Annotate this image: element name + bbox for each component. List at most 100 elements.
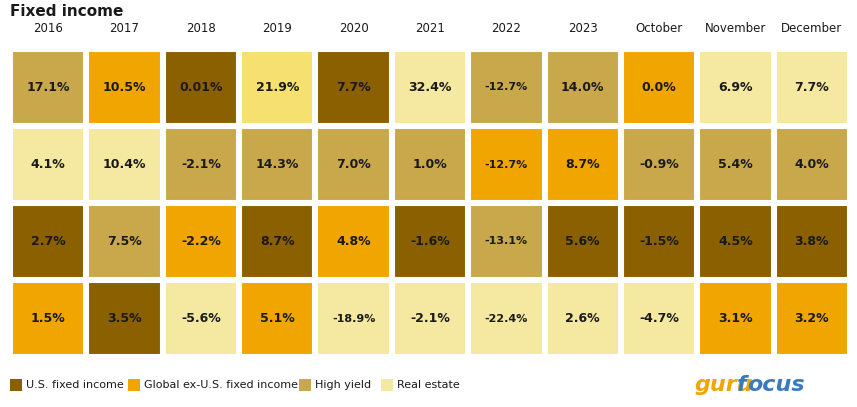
Bar — [776, 128, 848, 201]
Text: 32.4%: 32.4% — [408, 81, 452, 94]
Bar — [241, 51, 314, 124]
Bar — [12, 282, 84, 355]
Bar — [12, 128, 84, 201]
Bar — [470, 128, 542, 201]
Bar — [623, 282, 695, 355]
Text: Real estate: Real estate — [397, 380, 459, 390]
Bar — [776, 128, 848, 201]
Text: 1.5%: 1.5% — [31, 312, 65, 325]
Text: December: December — [782, 22, 842, 35]
Text: Global ex-U.S. fixed income: Global ex-U.S. fixed income — [144, 380, 298, 390]
Text: 4.0%: 4.0% — [794, 158, 830, 171]
Text: -18.9%: -18.9% — [332, 313, 375, 324]
Text: November: November — [704, 22, 766, 35]
Text: 0.0%: 0.0% — [642, 81, 676, 94]
Bar — [470, 205, 542, 278]
Bar — [394, 205, 466, 278]
Bar — [241, 51, 314, 124]
Bar — [12, 51, 84, 124]
Text: 5.6%: 5.6% — [566, 235, 600, 248]
Text: 4.8%: 4.8% — [336, 235, 371, 248]
Text: High yield: High yield — [315, 380, 371, 390]
Bar — [394, 51, 466, 124]
Text: -13.1%: -13.1% — [485, 236, 528, 247]
Text: 2.7%: 2.7% — [31, 235, 65, 248]
Bar — [547, 205, 619, 278]
Text: ocus: ocus — [747, 375, 805, 395]
Bar — [623, 205, 695, 278]
Text: 2020: 2020 — [339, 22, 369, 35]
Bar — [776, 51, 848, 124]
Text: 2022: 2022 — [491, 22, 521, 35]
Text: 14.0%: 14.0% — [561, 81, 604, 94]
Text: 8.7%: 8.7% — [260, 235, 295, 248]
Text: 17.1%: 17.1% — [27, 81, 70, 94]
Bar — [547, 128, 619, 201]
Bar — [241, 205, 314, 278]
Bar — [623, 128, 695, 201]
Text: 7.5%: 7.5% — [107, 235, 142, 248]
Bar — [470, 282, 542, 355]
Bar — [241, 205, 314, 278]
Bar — [547, 51, 619, 124]
Bar — [317, 282, 390, 355]
Bar — [241, 128, 314, 201]
Text: -1.6%: -1.6% — [411, 235, 450, 248]
Bar — [776, 282, 848, 355]
Bar — [699, 51, 771, 124]
Bar — [623, 282, 695, 355]
Text: 3.5%: 3.5% — [107, 312, 142, 325]
Bar — [699, 128, 771, 201]
Bar — [699, 282, 771, 355]
Bar — [394, 128, 466, 201]
Text: October: October — [636, 22, 683, 35]
Text: 21.9%: 21.9% — [255, 81, 299, 94]
Text: 6.9%: 6.9% — [718, 81, 752, 94]
Text: guru: guru — [695, 375, 753, 395]
Bar — [317, 282, 390, 355]
Bar — [165, 128, 237, 201]
Text: -22.4%: -22.4% — [485, 313, 528, 324]
Text: 2016: 2016 — [33, 22, 63, 35]
Bar — [470, 282, 542, 355]
Text: 14.3%: 14.3% — [255, 158, 299, 171]
Bar — [165, 282, 237, 355]
Bar — [623, 128, 695, 201]
Bar — [88, 282, 161, 355]
Text: -2.2%: -2.2% — [181, 235, 221, 248]
Bar — [317, 205, 390, 278]
Text: 2017: 2017 — [110, 22, 140, 35]
Text: 0.01%: 0.01% — [179, 81, 223, 94]
Bar — [547, 51, 619, 124]
Bar — [165, 205, 237, 278]
Bar — [470, 51, 542, 124]
Bar — [241, 282, 314, 355]
Text: 2019: 2019 — [262, 22, 292, 35]
Bar — [88, 205, 161, 278]
Bar — [165, 282, 237, 355]
Text: 5.4%: 5.4% — [718, 158, 752, 171]
Bar — [317, 128, 390, 201]
Text: 3.2%: 3.2% — [794, 312, 829, 325]
Bar — [776, 51, 848, 124]
Bar — [165, 51, 237, 124]
Text: -12.7%: -12.7% — [485, 160, 528, 169]
Bar — [241, 128, 314, 201]
Text: 3.1%: 3.1% — [718, 312, 752, 325]
Bar — [88, 282, 161, 355]
Text: 10.4%: 10.4% — [103, 158, 147, 171]
Bar — [88, 128, 161, 201]
Text: 2018: 2018 — [186, 22, 216, 35]
Text: U.S. fixed income: U.S. fixed income — [26, 380, 123, 390]
Text: 7.0%: 7.0% — [336, 158, 371, 171]
Text: 10.5%: 10.5% — [103, 81, 147, 94]
Text: -4.7%: -4.7% — [639, 312, 679, 325]
Bar — [12, 205, 84, 278]
Bar — [776, 205, 848, 278]
Bar — [394, 282, 466, 355]
Bar — [394, 128, 466, 201]
Bar — [394, 205, 466, 278]
Bar — [623, 205, 695, 278]
Bar — [699, 205, 771, 278]
Bar — [699, 128, 771, 201]
